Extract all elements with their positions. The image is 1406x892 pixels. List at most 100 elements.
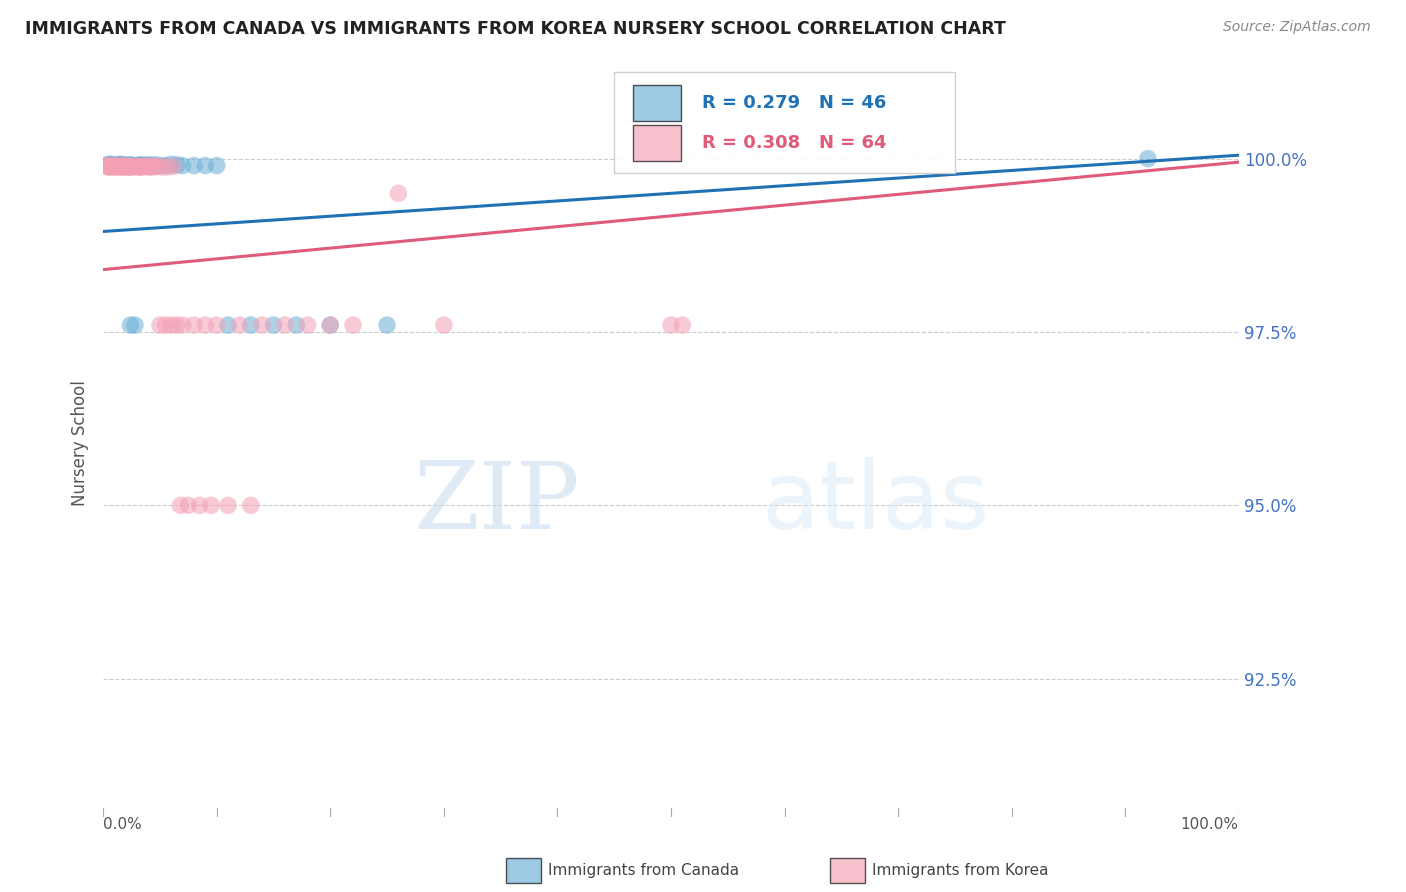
Immigrants from Korea xyxy=(115,159,138,173)
Immigrants from Korea xyxy=(104,160,127,174)
Immigrants from Canada xyxy=(319,318,342,332)
Immigrants from Korea xyxy=(183,318,205,332)
Immigrants from Korea xyxy=(169,499,191,513)
Immigrants from Canada xyxy=(112,158,135,172)
Immigrants from Korea xyxy=(127,160,149,174)
Immigrants from Canada xyxy=(285,318,308,332)
Immigrants from Korea xyxy=(172,318,194,332)
Immigrants from Canada xyxy=(115,159,138,173)
Immigrants from Canada xyxy=(108,157,131,171)
Immigrants from Canada xyxy=(117,158,139,172)
Immigrants from Korea xyxy=(112,159,135,173)
Immigrants from Korea xyxy=(124,159,146,173)
Immigrants from Korea xyxy=(297,318,319,332)
Immigrants from Canada xyxy=(183,159,205,173)
Immigrants from Canada xyxy=(127,159,149,173)
Immigrants from Korea xyxy=(132,159,155,173)
Immigrants from Korea xyxy=(239,499,262,513)
Immigrants from Korea xyxy=(103,159,125,173)
Immigrants from Canada xyxy=(103,158,125,172)
Immigrants from Canada xyxy=(239,318,262,332)
Immigrants from Korea xyxy=(146,159,169,173)
Immigrants from Korea xyxy=(97,160,120,174)
Immigrants from Canada xyxy=(120,318,142,332)
Immigrants from Canada xyxy=(205,159,228,173)
Immigrants from Korea xyxy=(142,160,165,174)
Immigrants from Canada xyxy=(160,157,183,171)
Immigrants from Korea xyxy=(118,160,141,174)
Immigrants from Korea xyxy=(105,159,128,173)
Immigrants from Korea xyxy=(155,318,177,332)
Immigrants from Canada xyxy=(121,158,143,172)
Immigrants from Korea xyxy=(319,318,342,332)
Immigrants from Korea xyxy=(138,160,160,174)
Immigrants from Korea xyxy=(107,160,129,174)
Text: Immigrants from Canada: Immigrants from Canada xyxy=(548,863,740,878)
Immigrants from Canada xyxy=(149,159,172,173)
Immigrants from Korea xyxy=(135,159,157,173)
Immigrants from Korea xyxy=(101,160,124,174)
Immigrants from Korea xyxy=(145,159,167,173)
Text: 0.0%: 0.0% xyxy=(103,817,142,832)
Immigrants from Korea xyxy=(141,159,163,173)
Immigrants from Canada xyxy=(111,159,134,173)
Immigrants from Canada xyxy=(172,159,194,173)
Immigrants from Korea xyxy=(96,159,118,173)
Immigrants from Canada xyxy=(194,159,217,173)
Immigrants from Canada xyxy=(108,159,131,173)
Text: IMMIGRANTS FROM CANADA VS IMMIGRANTS FROM KOREA NURSERY SCHOOL CORRELATION CHART: IMMIGRANTS FROM CANADA VS IMMIGRANTS FRO… xyxy=(25,20,1007,37)
FancyBboxPatch shape xyxy=(614,72,955,173)
Immigrants from Korea xyxy=(162,159,184,173)
Immigrants from Canada xyxy=(103,159,125,173)
Y-axis label: Nursery School: Nursery School xyxy=(72,380,89,506)
Immigrants from Korea xyxy=(98,160,121,174)
Immigrants from Canada xyxy=(132,158,155,172)
Immigrants from Canada xyxy=(97,157,120,171)
Immigrants from Korea xyxy=(387,186,409,201)
Immigrants from Korea xyxy=(111,160,134,174)
Immigrants from Canada xyxy=(166,158,188,172)
Immigrants from Korea xyxy=(129,160,152,174)
Immigrants from Korea xyxy=(342,318,364,332)
Immigrants from Canada xyxy=(129,159,152,173)
Immigrants from Korea xyxy=(149,318,172,332)
Immigrants from Korea xyxy=(117,159,139,173)
Immigrants from Korea xyxy=(671,318,693,332)
Immigrants from Canada xyxy=(107,158,129,172)
Immigrants from Korea xyxy=(115,160,138,174)
Immigrants from Canada xyxy=(135,159,157,173)
Immigrants from Korea xyxy=(433,318,456,332)
Immigrants from Korea xyxy=(121,160,143,174)
Immigrants from Canada xyxy=(145,158,167,172)
Immigrants from Korea xyxy=(274,318,297,332)
Immigrants from Korea xyxy=(150,160,173,174)
Immigrants from Korea xyxy=(108,160,131,174)
Immigrants from Korea xyxy=(97,159,120,173)
Immigrants from Canada xyxy=(98,158,121,172)
Immigrants from Canada xyxy=(128,158,150,172)
Immigrants from Korea xyxy=(228,318,250,332)
FancyBboxPatch shape xyxy=(634,85,681,121)
Immigrants from Korea xyxy=(160,318,183,332)
Text: R = 0.279   N = 46: R = 0.279 N = 46 xyxy=(702,94,886,112)
Immigrants from Korea xyxy=(108,159,131,173)
Immigrants from Canada xyxy=(375,318,398,332)
Immigrants from Korea xyxy=(114,160,136,174)
Immigrants from Canada xyxy=(141,159,163,173)
Immigrants from Korea xyxy=(100,159,122,173)
Immigrants from Canada xyxy=(115,159,138,173)
Immigrants from Korea xyxy=(132,160,155,174)
Immigrants from Canada xyxy=(1136,152,1159,166)
Immigrants from Canada xyxy=(263,318,285,332)
Immigrants from Canada xyxy=(217,318,239,332)
Immigrants from Korea xyxy=(103,159,125,173)
Immigrants from Canada xyxy=(110,158,132,172)
Immigrants from Canada xyxy=(105,159,128,173)
Immigrants from Korea xyxy=(205,318,228,332)
Immigrants from Korea xyxy=(177,499,200,513)
Immigrants from Canada xyxy=(138,158,160,172)
Immigrants from Canada xyxy=(155,159,177,173)
Text: Source: ZipAtlas.com: Source: ZipAtlas.com xyxy=(1223,20,1371,34)
Immigrants from Korea xyxy=(110,159,132,173)
Immigrants from Korea xyxy=(156,160,179,174)
